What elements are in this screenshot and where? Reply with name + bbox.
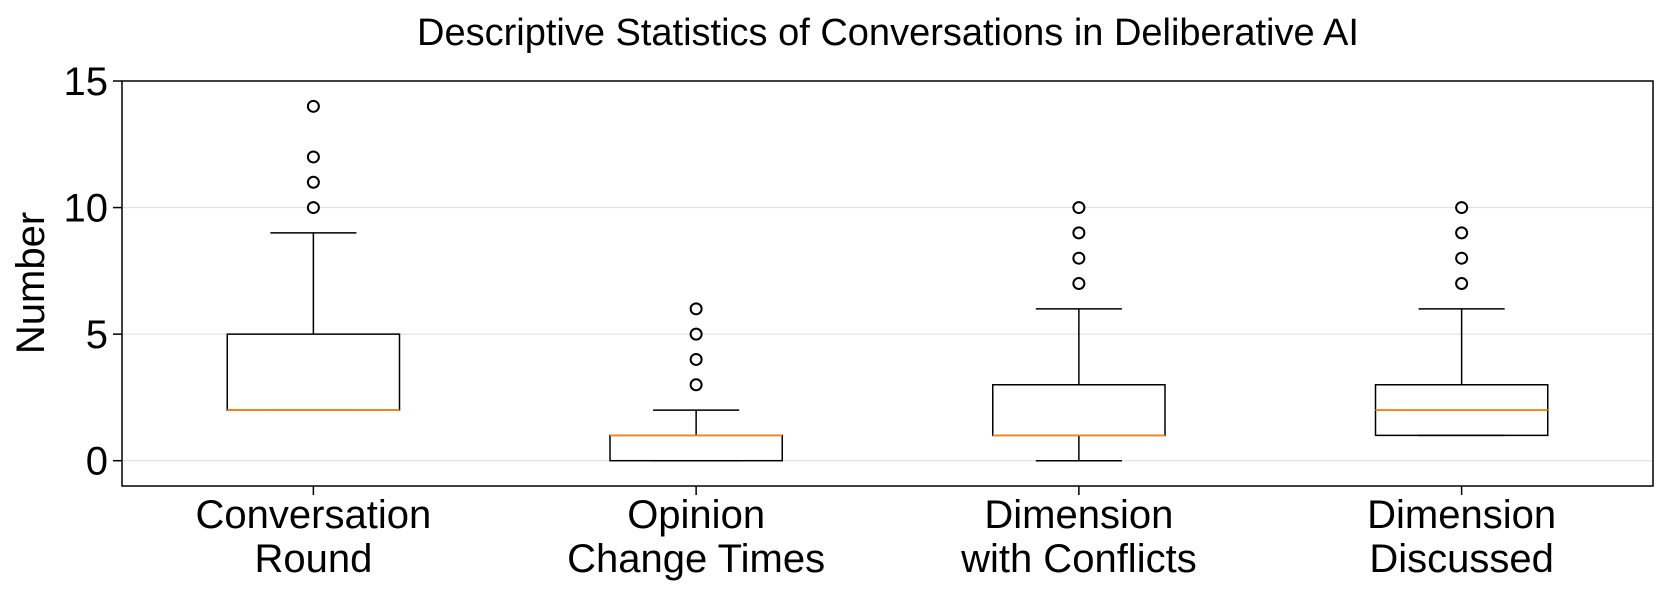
x-tick-label: Change Times xyxy=(567,537,825,581)
outlier-point xyxy=(1072,277,1086,290)
chart-title: Descriptive Statistics of Conversations … xyxy=(417,12,1359,54)
outlier-point xyxy=(306,201,320,215)
outlier-point xyxy=(1072,226,1086,240)
box-plot xyxy=(1374,201,1549,437)
y-tick-label: 15 xyxy=(64,60,109,104)
x-tick-label: with Conflicts xyxy=(960,537,1197,581)
x-tick-label: Discussed xyxy=(1369,537,1554,581)
outlier-point xyxy=(1455,277,1469,290)
outlier-point xyxy=(1072,201,1086,215)
iqr-box xyxy=(226,333,401,411)
y-tick-label: 5 xyxy=(86,313,108,357)
outlier-point xyxy=(689,327,703,341)
outlier-point xyxy=(306,150,320,164)
y-tick-label: 10 xyxy=(64,187,109,231)
plot-frame xyxy=(121,80,1654,487)
outlier-point xyxy=(689,378,703,392)
iqr-box xyxy=(609,434,783,462)
x-tick-label: Dimension xyxy=(984,493,1173,537)
outlier-point xyxy=(306,99,320,113)
outlier-point xyxy=(1455,226,1469,240)
box-plot xyxy=(226,99,401,411)
x-tick-label: Round xyxy=(254,537,372,581)
box-plot xyxy=(609,302,783,462)
outlier-point xyxy=(689,302,703,316)
y-tick-label: 0 xyxy=(86,440,108,484)
y-axis-label: Number xyxy=(9,212,53,354)
x-tick-label: Dimension xyxy=(1367,493,1556,537)
box-plots xyxy=(226,99,1549,462)
iqr-box xyxy=(992,384,1166,437)
outlier-point xyxy=(1455,201,1469,215)
x-tick-label: Conversation xyxy=(196,493,432,537)
outlier-point xyxy=(1072,251,1086,265)
outlier-point xyxy=(306,175,320,189)
outlier-point xyxy=(1455,251,1469,265)
x-tick-label: Opinion xyxy=(627,493,765,537)
box-plot xyxy=(992,201,1166,462)
outlier-point xyxy=(689,352,703,366)
